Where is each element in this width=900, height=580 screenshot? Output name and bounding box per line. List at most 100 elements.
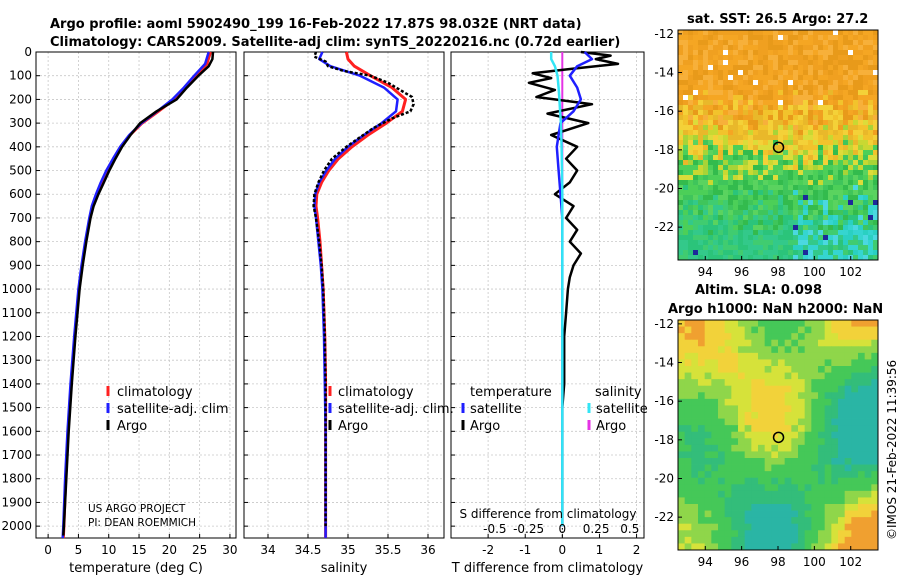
map-cell	[738, 230, 744, 236]
map-cell	[784, 418, 792, 426]
map-cell	[818, 385, 826, 393]
map-cell	[804, 352, 812, 360]
map-cell	[711, 372, 719, 380]
map-cell	[871, 352, 879, 360]
map-cell	[798, 225, 804, 231]
x-tick-label: 36	[420, 543, 435, 557]
map-cell	[823, 180, 829, 186]
y-tick-label: 1800	[1, 472, 32, 486]
map-cell	[723, 65, 729, 71]
map-cell	[751, 385, 759, 393]
map-cell	[683, 125, 689, 131]
map-cell	[843, 210, 849, 216]
map-cell	[683, 225, 689, 231]
map-cell	[793, 55, 799, 61]
map-cell	[718, 464, 726, 472]
map-cell	[818, 205, 824, 211]
map-cell	[808, 200, 814, 206]
map-cell	[724, 458, 732, 465]
map-cell	[691, 444, 699, 452]
map-cell	[868, 125, 874, 131]
map-cell	[804, 530, 812, 538]
legend-label: Argo	[596, 419, 626, 434]
map-cell	[693, 30, 699, 36]
map-cell	[763, 65, 769, 71]
map-cell	[704, 536, 712, 544]
map-cell	[678, 451, 686, 459]
map-cell	[791, 398, 799, 406]
map-cell	[724, 438, 732, 446]
map-cell	[683, 195, 689, 201]
map-cell	[718, 160, 724, 166]
map-cell	[698, 40, 704, 46]
map-cell	[713, 75, 719, 81]
map-cell	[728, 65, 734, 71]
map-cell	[693, 70, 699, 76]
map-cell	[828, 125, 834, 131]
map-cell	[788, 35, 794, 41]
map-cell	[738, 326, 746, 334]
map-cell	[838, 523, 846, 531]
map-cell	[858, 135, 864, 141]
map-cell	[831, 510, 839, 518]
map-cell	[793, 255, 799, 261]
map-cell	[823, 220, 829, 226]
map-cell	[743, 175, 749, 181]
map-cell	[778, 320, 786, 327]
map-cell	[868, 130, 874, 136]
map-cell	[833, 110, 839, 116]
map-cell	[833, 90, 839, 96]
map-cell	[728, 140, 734, 146]
map-cell	[778, 115, 784, 121]
map-cell	[788, 255, 794, 261]
map-cell	[738, 80, 744, 86]
map-cell	[764, 477, 772, 485]
map-cell	[723, 170, 729, 176]
map-cell	[871, 490, 879, 498]
map-cell	[843, 100, 849, 106]
map-cell	[863, 85, 869, 91]
map-cell	[753, 80, 759, 86]
map-cell	[863, 205, 869, 211]
map-cell	[803, 100, 809, 106]
map-cell	[833, 160, 839, 166]
map-cell	[851, 412, 859, 419]
map-cell	[724, 425, 732, 433]
map-cell	[811, 444, 819, 452]
map-cell	[698, 110, 704, 116]
map-cell	[748, 190, 754, 196]
map-cell	[763, 40, 769, 46]
map-cell	[828, 220, 834, 226]
series-argo	[62, 51, 215, 536]
argo-float-marker	[772, 141, 785, 154]
map-cell	[733, 100, 739, 106]
map-cell	[828, 45, 834, 51]
map-cell	[791, 326, 799, 334]
map-cell	[733, 150, 739, 156]
map-cell	[703, 240, 709, 246]
map-cell	[748, 115, 754, 121]
map-cell	[778, 431, 786, 439]
map-cell	[858, 418, 866, 426]
map-cell	[813, 135, 819, 141]
map-cell	[731, 523, 739, 531]
map-cell	[704, 366, 712, 373]
map-cell	[771, 523, 779, 531]
map-cell	[688, 75, 694, 81]
map-cell	[733, 190, 739, 196]
map-cell	[818, 85, 824, 91]
map-cell	[873, 220, 879, 226]
map-cell	[791, 392, 799, 400]
map-cell	[844, 405, 852, 413]
map-cell	[698, 372, 706, 380]
map-cell	[738, 220, 744, 226]
map-cell	[698, 458, 706, 465]
map-cell	[758, 70, 764, 76]
map-cell	[738, 35, 744, 41]
map-cell	[753, 220, 759, 226]
map-cell	[863, 125, 869, 131]
map-cell	[764, 366, 772, 373]
map-cell	[791, 438, 799, 446]
map-cell	[703, 230, 709, 236]
map-cell	[683, 230, 689, 236]
